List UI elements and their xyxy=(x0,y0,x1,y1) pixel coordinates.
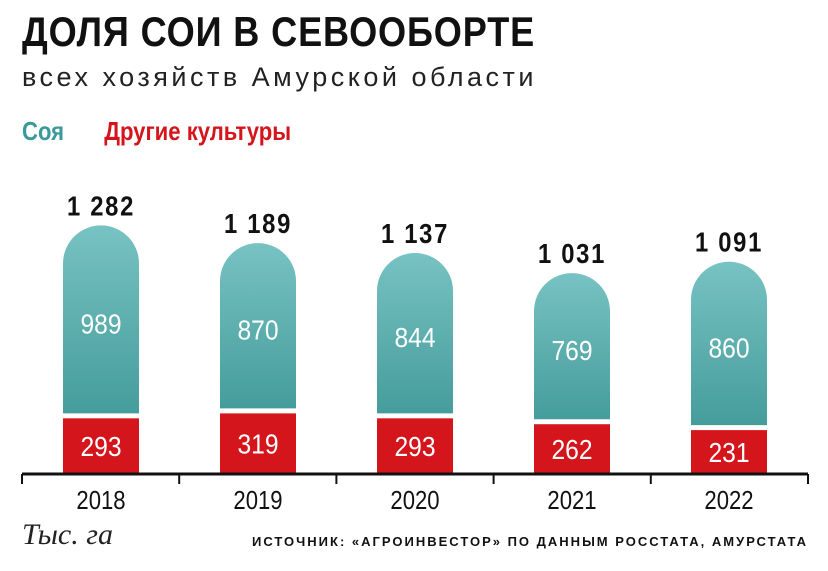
label-other: 319 xyxy=(237,428,278,460)
bar-other xyxy=(377,418,453,474)
bar-other xyxy=(534,424,610,474)
label-other: 293 xyxy=(80,431,121,463)
x-tick-label: 2022 xyxy=(704,486,753,515)
chart-title: ДОЛЯ СОИ В СЕВООБОРТЕ xyxy=(22,8,536,55)
unit-label: Тыс. га xyxy=(22,518,113,551)
label-soy: 870 xyxy=(237,314,278,346)
chart-subtitle: всех хозяйств Амурской области xyxy=(22,62,537,92)
x-tick-label: 2020 xyxy=(390,486,439,515)
x-tick-label: 2018 xyxy=(76,486,125,515)
bar-soy xyxy=(377,252,453,414)
bar-other xyxy=(220,413,296,474)
legend: Соя Другие культуры xyxy=(22,116,325,147)
label-other: 262 xyxy=(551,434,592,466)
bar-other xyxy=(63,418,139,474)
label-soy: 989 xyxy=(80,308,121,340)
label-other: 231 xyxy=(708,437,749,469)
label-soy: 769 xyxy=(551,335,592,367)
label-soy: 844 xyxy=(394,322,435,354)
label-soy: 860 xyxy=(708,332,749,364)
bar-soy xyxy=(691,261,767,426)
x-tick-label: 2021 xyxy=(547,486,596,515)
source-note: ИСТОЧНИК: «АГРОИНВЕСТОР» ПО ДАННЫМ РОССТ… xyxy=(252,534,808,549)
bar-soy xyxy=(534,273,610,420)
x-tick-label: 2019 xyxy=(233,486,282,515)
label-total: 1 282 xyxy=(67,190,135,222)
label-other: 293 xyxy=(394,431,435,463)
label-total: 1 189 xyxy=(224,207,292,239)
label-total: 1 031 xyxy=(538,237,606,269)
legend-other: Другие культуры xyxy=(104,116,292,146)
legend-soy: Соя xyxy=(22,116,65,146)
bar-soy xyxy=(220,243,296,409)
label-total: 1 137 xyxy=(381,217,449,249)
label-total: 1 091 xyxy=(695,226,763,258)
bar-soy xyxy=(63,225,139,414)
bar-other xyxy=(691,430,767,474)
